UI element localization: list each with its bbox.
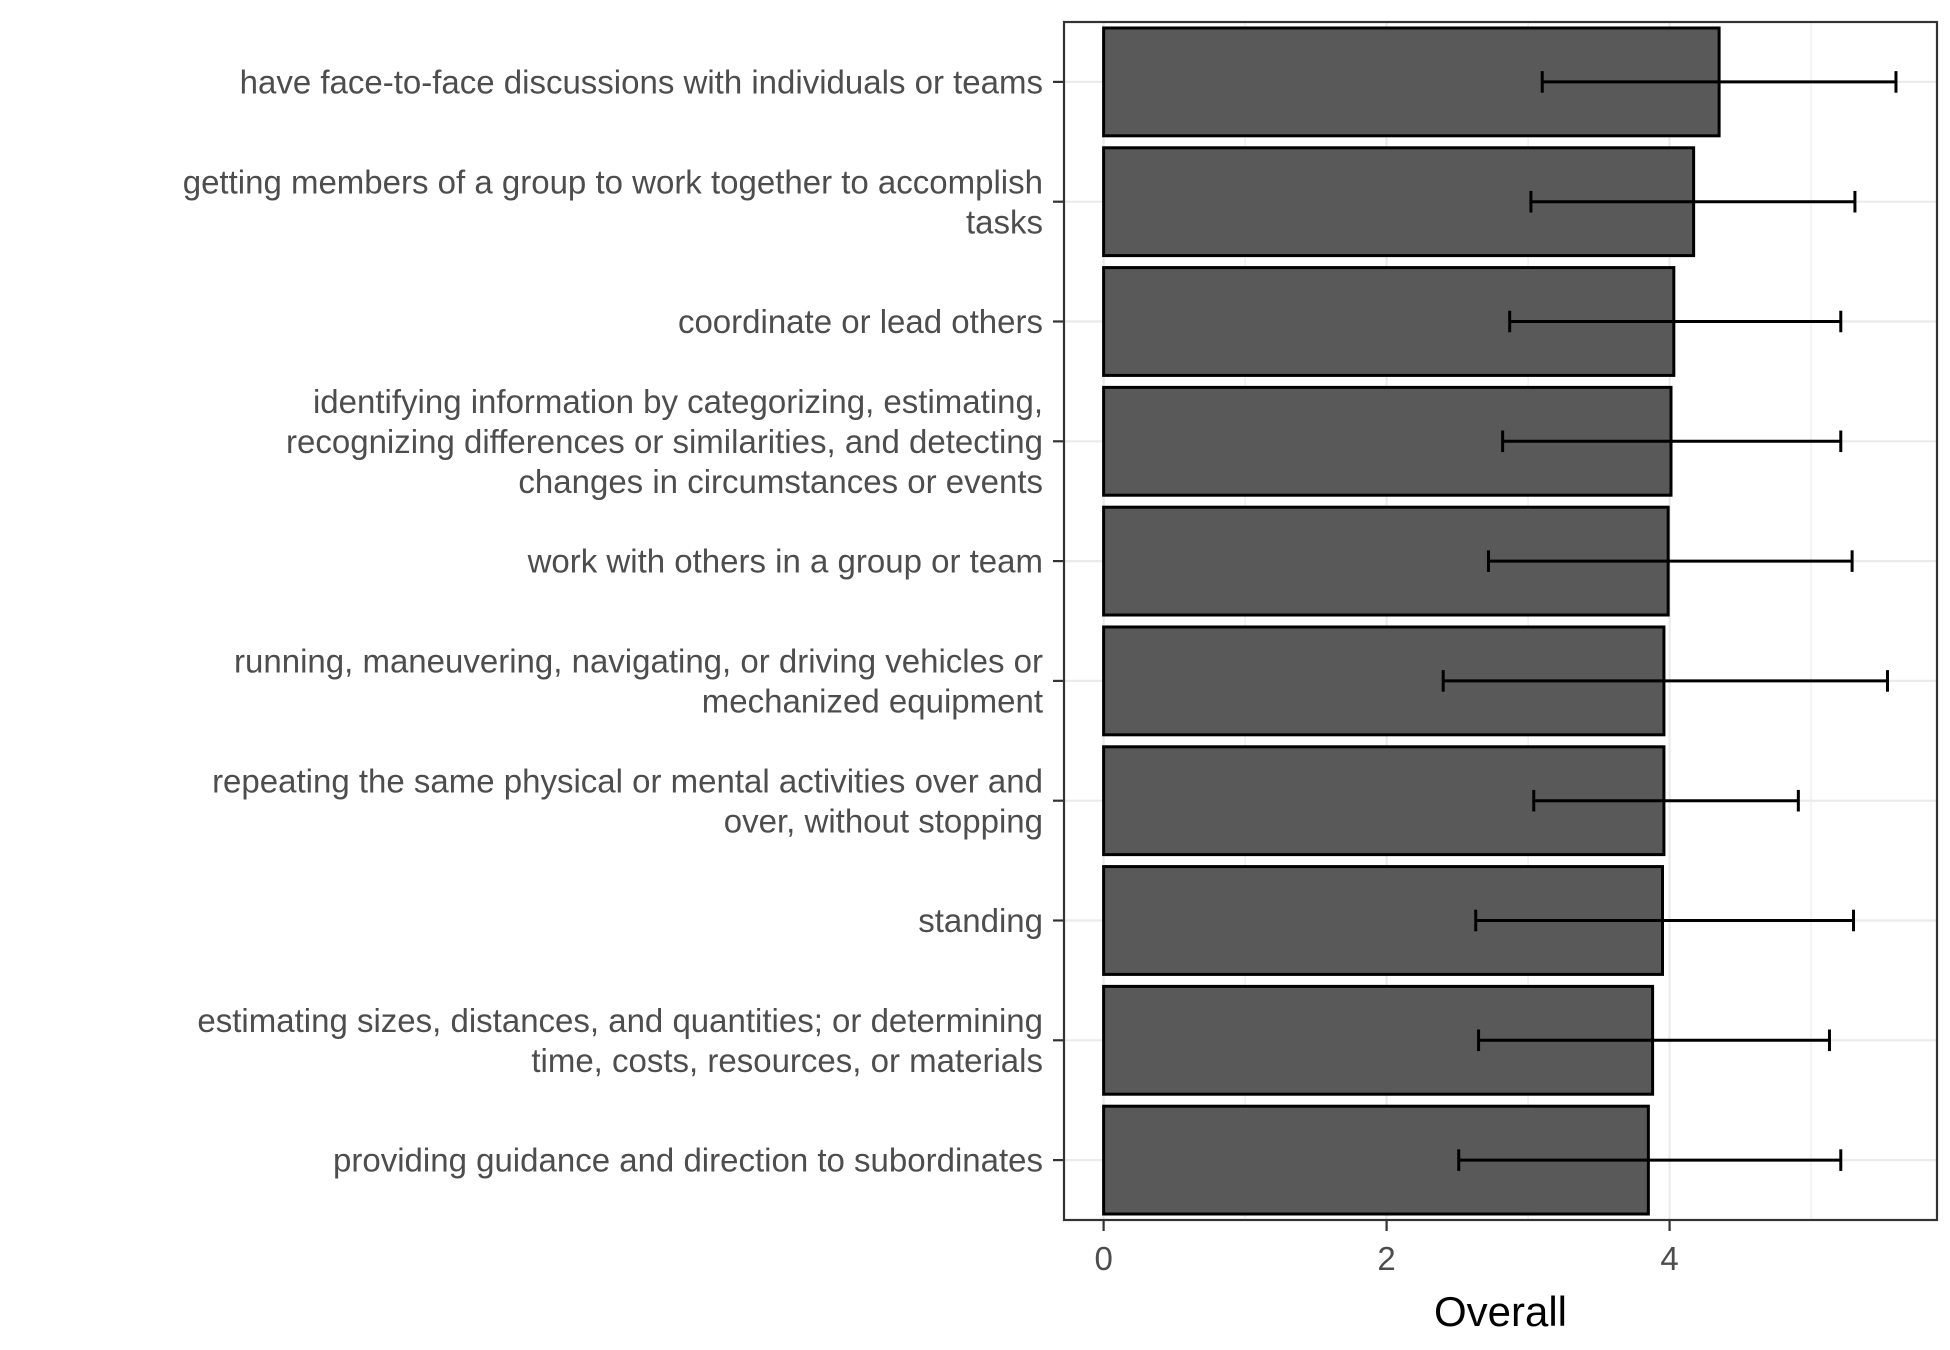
error-bar xyxy=(1540,71,1898,93)
plot-panel-border xyxy=(1062,20,1939,1222)
bars xyxy=(1102,26,1721,1216)
error-bars xyxy=(1441,71,1898,1171)
x-tick-label: 0 xyxy=(1094,1240,1112,1277)
category-label: coordinate or lead others xyxy=(678,303,1043,340)
x-tick-label: 4 xyxy=(1660,1240,1678,1277)
category-label: getting members of a group to work toget… xyxy=(183,163,1043,240)
category-label: repeating the same physical or mental ac… xyxy=(212,762,1043,839)
error-bar xyxy=(1532,789,1800,812)
category-label: providing guidance and direction to subo… xyxy=(333,1142,1043,1179)
x-axis-title: Overall xyxy=(1434,1288,1567,1335)
category-label: estimating sizes, distances, and quantit… xyxy=(197,1002,1043,1079)
category-label: work with others in a group or team xyxy=(527,543,1043,580)
error-bar xyxy=(1529,190,1857,213)
error-bar xyxy=(1508,310,1843,333)
error-bar xyxy=(1477,1029,1831,1052)
x-axis: 0 2 4 xyxy=(1094,1220,1679,1277)
x-tick-label: 2 xyxy=(1377,1240,1395,1277)
error-bar xyxy=(1474,909,1856,932)
category-label: running, maneuvering, navigating, or dri… xyxy=(234,642,1043,719)
category-label: have face-to-face discussions with indiv… xyxy=(240,63,1043,100)
category-label: standing xyxy=(918,902,1043,939)
category-label: identifying information by categorizing,… xyxy=(286,383,1043,500)
error-bar xyxy=(1486,550,1854,572)
error-bar xyxy=(1441,670,1889,692)
error-bar xyxy=(1501,430,1843,453)
error-bar xyxy=(1457,1149,1843,1171)
y-axis: have face-to-face discussions with indiv… xyxy=(183,63,1064,1179)
bar xyxy=(1102,865,1665,976)
